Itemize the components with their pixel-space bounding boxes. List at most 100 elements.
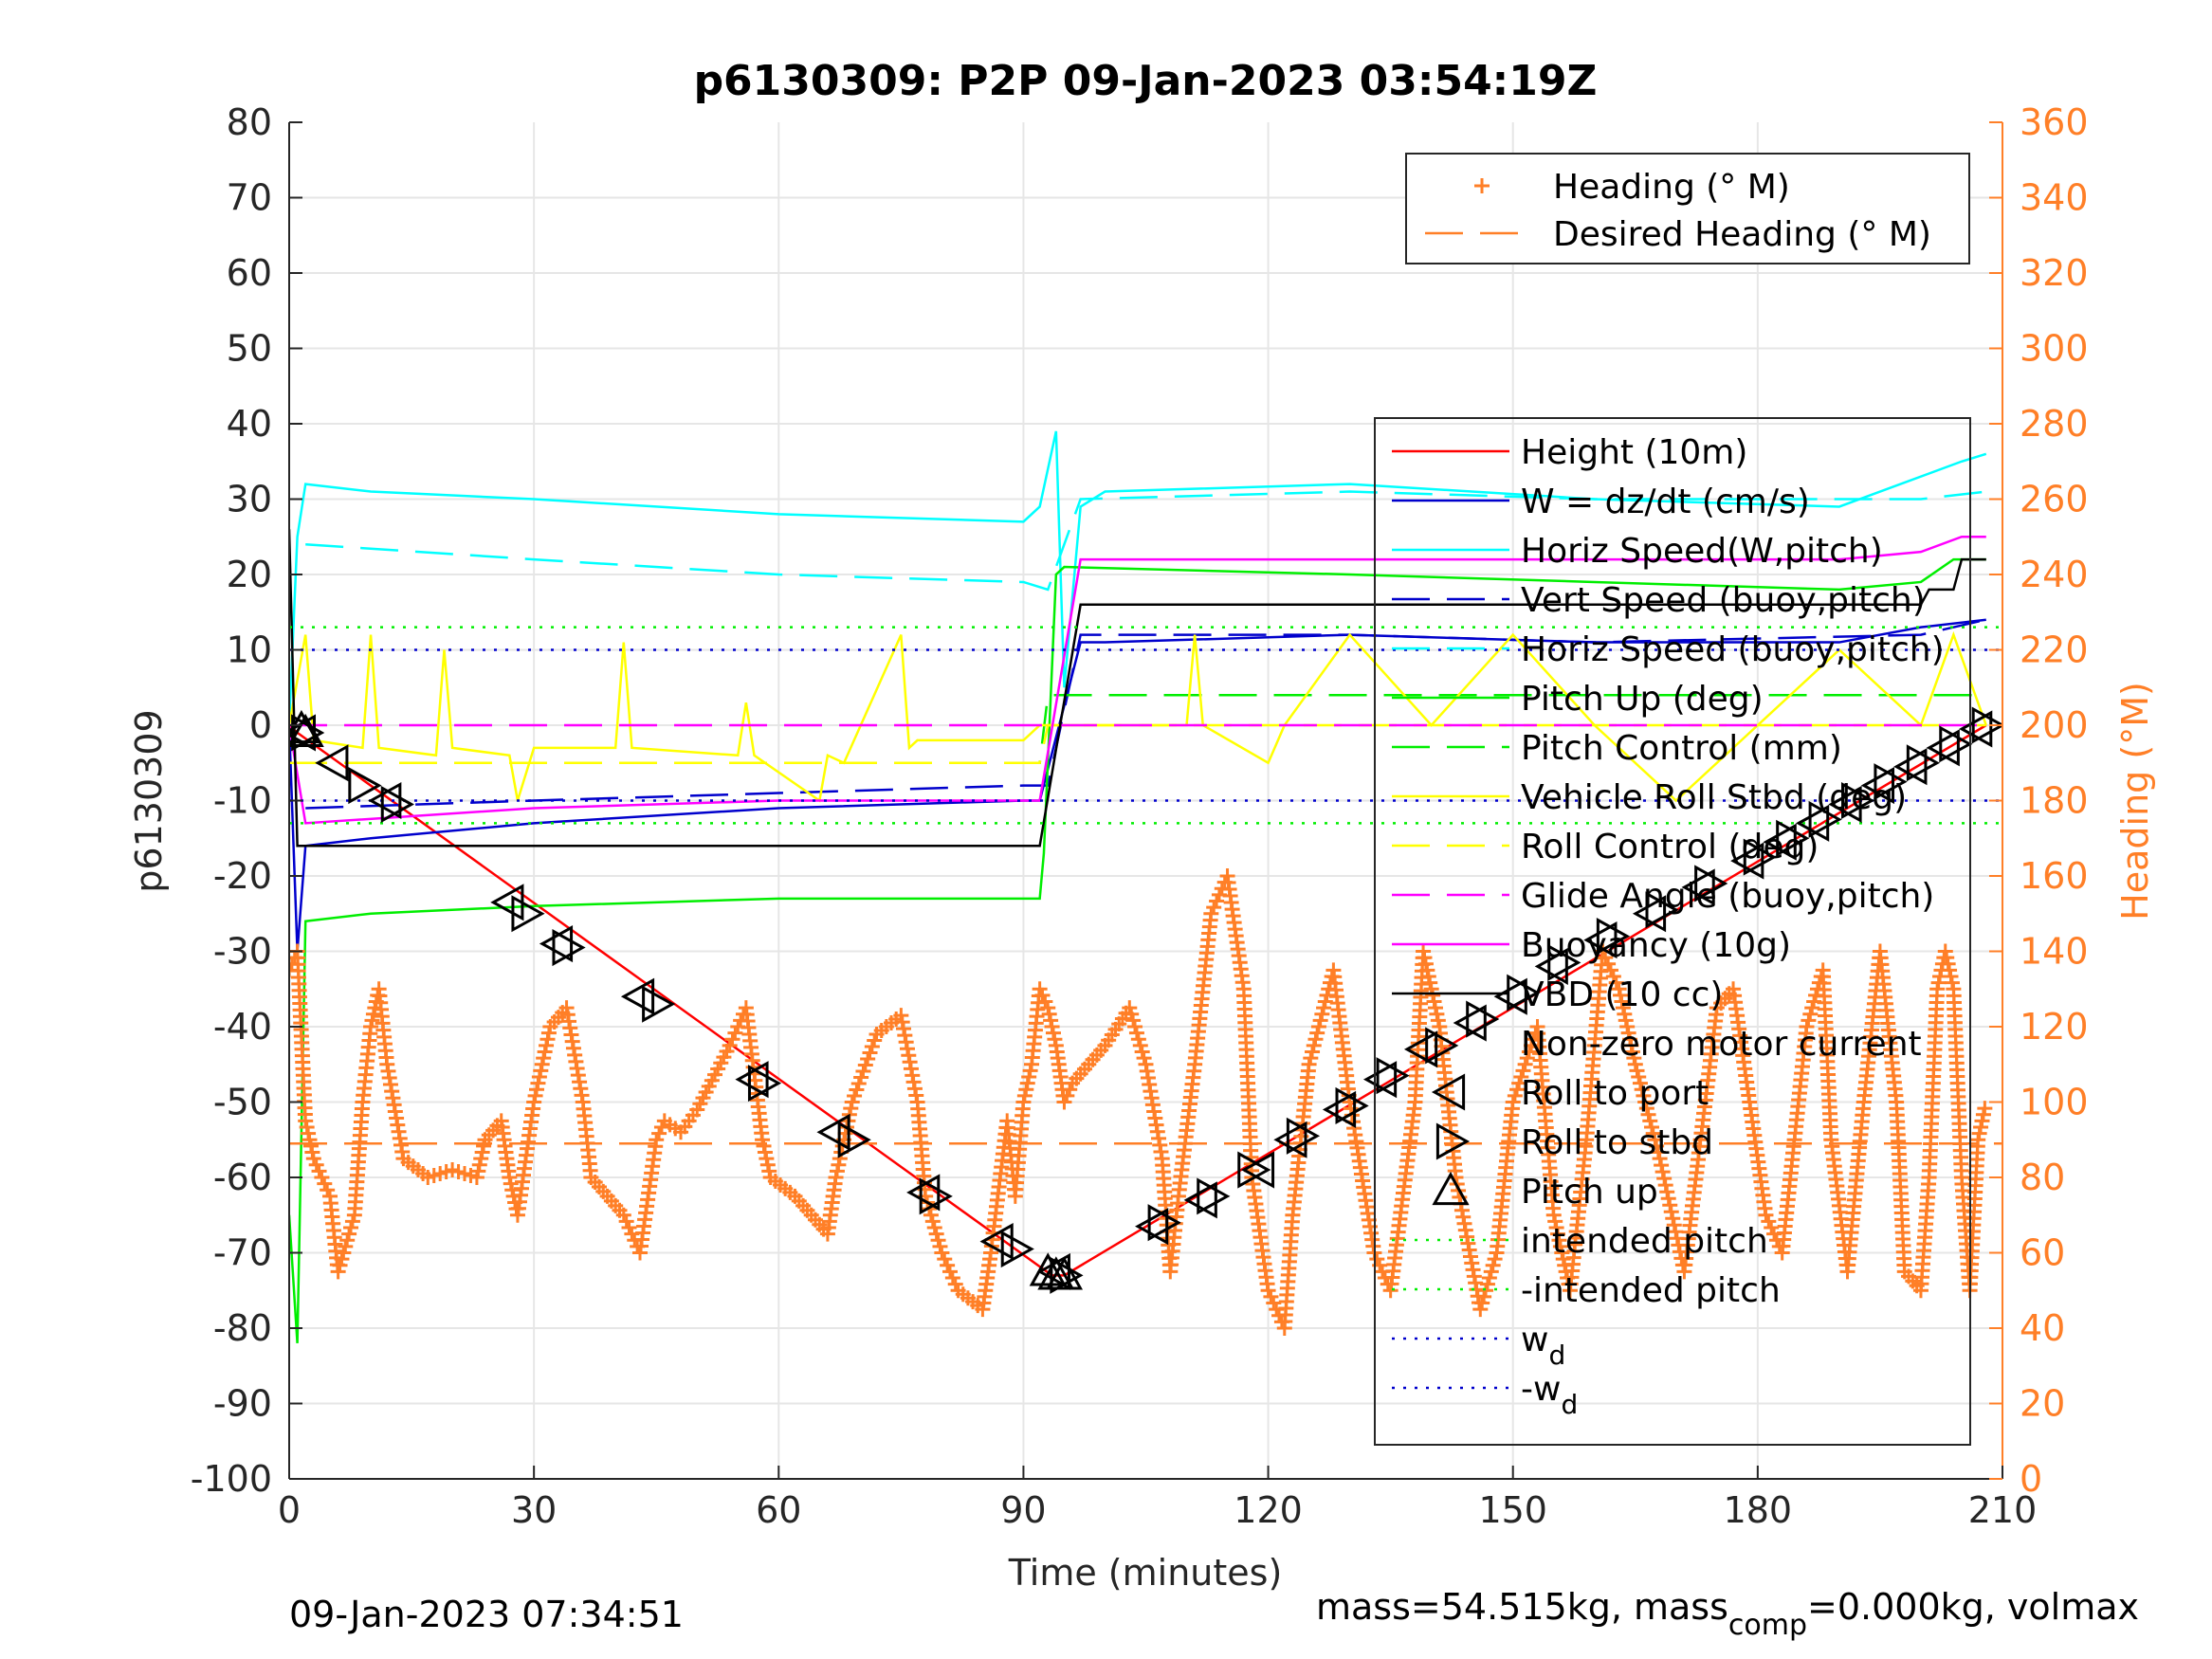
legend-heading-swatch [1474, 178, 1490, 193]
series-buoyancy-10g [289, 536, 1986, 825]
marker-roll-to-port [1362, 1061, 1398, 1099]
marker-roll-to-port [539, 925, 574, 963]
legend-label-text: -w [1521, 1370, 1561, 1409]
marker-roll-to-stbd [1874, 763, 1908, 801]
marker-roll-to-stbd [511, 895, 545, 933]
x-axis-label: Time (minutes) [1008, 1552, 1283, 1594]
legend-label-height-10m: Height (10m) [1521, 433, 1747, 472]
legend-label-text: Non-zero motor current [1521, 1025, 1922, 1064]
legend-label-text: Pitch Control (mm) [1521, 729, 1842, 768]
marker-roll-to-port [979, 1223, 1014, 1261]
marker-roll-to-stbd [1971, 706, 2002, 744]
y-right-tick-label: 280 [2020, 403, 2089, 445]
x-tick-label: 180 [1724, 1489, 1793, 1531]
heading-point [1977, 1101, 1993, 1117]
heading-point [1656, 1171, 1673, 1187]
legend-label-intended-pitch: -intended pitch [1521, 1271, 1781, 1310]
legend-swatch-roll-to-stbd [1435, 1122, 1471, 1160]
marker-roll-to-port [1240, 1151, 1275, 1189]
marker-roll-to-port [1926, 729, 1960, 767]
marker-roll-to-stbd [837, 1121, 871, 1158]
legend-label-pitch-up-deg: Pitch Up (deg) [1521, 680, 1764, 719]
marker-roll-to-port [1681, 868, 1715, 906]
x-tick-label: 90 [1000, 1489, 1046, 1531]
y-right-tick-label: 60 [2020, 1232, 2065, 1274]
marker-roll-to-port [1453, 1004, 1487, 1042]
marker-roll-to-port [1893, 748, 1928, 786]
marker-roll-to-port [1273, 1121, 1307, 1158]
y-left-tick-label: -90 [213, 1383, 272, 1425]
chart-title: p6130309: P2P 09-Jan-2023 03:54:19Z [694, 57, 1598, 105]
series-vert-speed-buoy-pitch [305, 618, 1987, 810]
legend-label-text: W = dz/dt (cm/s) [1521, 483, 1810, 521]
marker-roll-to-stbd [1237, 1151, 1271, 1189]
marker-roll-to-port [1828, 785, 1862, 824]
marker-roll-to-port [735, 1061, 769, 1099]
marker-roll-to-stbd [1147, 1204, 1181, 1242]
legend-series: Height (10m) W = dz/dt (cm/s) Horiz Speed(… [1374, 417, 1971, 1446]
y-right-tick-label: 140 [2020, 931, 2089, 973]
y-left-tick-label: 40 [227, 403, 272, 445]
legend-label-text: -intended pitch [1521, 1271, 1781, 1310]
legend-label-glide-angle-buoy-pitch: Glide Angle (buoy,pitch) [1521, 877, 1934, 916]
legend-label-text: Horiz Speed(W,pitch) [1521, 532, 1883, 571]
y-left-tick-label: -70 [213, 1232, 272, 1274]
marker-roll-to-stbd [1425, 1027, 1459, 1065]
heading-point [1652, 1151, 1668, 1167]
y-left-tick-label: 60 [227, 252, 272, 294]
marker-roll-to-port [816, 1113, 850, 1151]
legend-swatch-pitch-up [1432, 1171, 1470, 1206]
legend-label-text: VBD (10 cc) [1521, 975, 1723, 1014]
marker-roll-to-stbd [1547, 943, 1581, 981]
y-left-tick-label: 80 [227, 101, 272, 143]
legend-heading-box [1405, 153, 1970, 264]
marker-roll-to-stbd [1906, 744, 1941, 782]
legend-label-desired-heading-m: Desired Heading (° M) [1553, 215, 1931, 254]
legend-label-vert-speed-buoy-pitch: Vert Speed (buoy,pitch) [1521, 581, 1926, 620]
legend-series-box [1374, 417, 1971, 1446]
marker-roll-to-stbd [1939, 725, 1973, 763]
series-vehicle-roll-stbd-deg [289, 630, 1987, 803]
marker-pitch-up [1029, 1252, 1067, 1286]
x-tick-label: 210 [1968, 1489, 2038, 1531]
heading-point [1665, 1211, 1681, 1227]
marker-pitch-up [1045, 1256, 1083, 1290]
marker-roll-to-port [1322, 1090, 1357, 1128]
y-right-tick-label: 360 [2020, 101, 2089, 143]
y-right-tick-label: 340 [2020, 177, 2089, 219]
y-left-tick-label: 50 [227, 328, 272, 370]
legend-label-roll-control-deg: Roll Control (deg) [1521, 828, 1819, 866]
y-left-tick-label: -60 [213, 1157, 272, 1198]
legend-label-buoyancy-10g: Buoyancy (10g) [1521, 926, 1791, 965]
marker-roll-to-port [906, 1174, 941, 1212]
legend-label-text: w [1521, 1321, 1548, 1359]
y-right-tick-label: 120 [2020, 1006, 2089, 1048]
marker-roll-to-stbd [552, 928, 586, 967]
marker-roll-to-stbd [1335, 1086, 1369, 1125]
x-tick-label: 120 [1234, 1489, 1303, 1531]
y-left-tick-label: 0 [249, 704, 272, 746]
heading-point [1668, 1224, 1684, 1240]
legend-label-text: Pitch up [1521, 1173, 1658, 1212]
y-left-tick-label: 10 [227, 629, 272, 671]
legend-label-pitch-control-mm: Pitch Control (mm) [1521, 729, 1842, 768]
marker-roll-to-stbd [1694, 865, 1728, 902]
axes: 0 30 60 90 120 150 180 210-100-90-80-70-60-50-4… [191, 101, 2089, 1531]
y-axis-label-right: Heading (°M) [2114, 682, 2156, 921]
y-right-tick-label: 40 [2020, 1307, 2065, 1349]
series-vbd-10-cc [289, 529, 1986, 848]
marker-roll-to-stbd [1596, 918, 1631, 956]
marker-roll-to-port [1763, 823, 1797, 861]
marker-roll-to-stbd [1808, 800, 1842, 838]
marker-roll-to-port [1493, 977, 1527, 1015]
series-pitch-control-mm [289, 693, 1986, 764]
y-right-tick-label: 260 [2020, 479, 2089, 520]
marker-roll-to-port [1183, 1181, 1217, 1219]
marker-roll-to-stbd [1000, 1230, 1034, 1268]
heading-point [1662, 1197, 1678, 1213]
y-left-tick-label: -20 [213, 855, 272, 897]
y-right-tick-label: 320 [2020, 252, 2089, 294]
heading-point [1657, 1177, 1673, 1194]
marker-roll-to-stbd [1050, 1256, 1084, 1294]
